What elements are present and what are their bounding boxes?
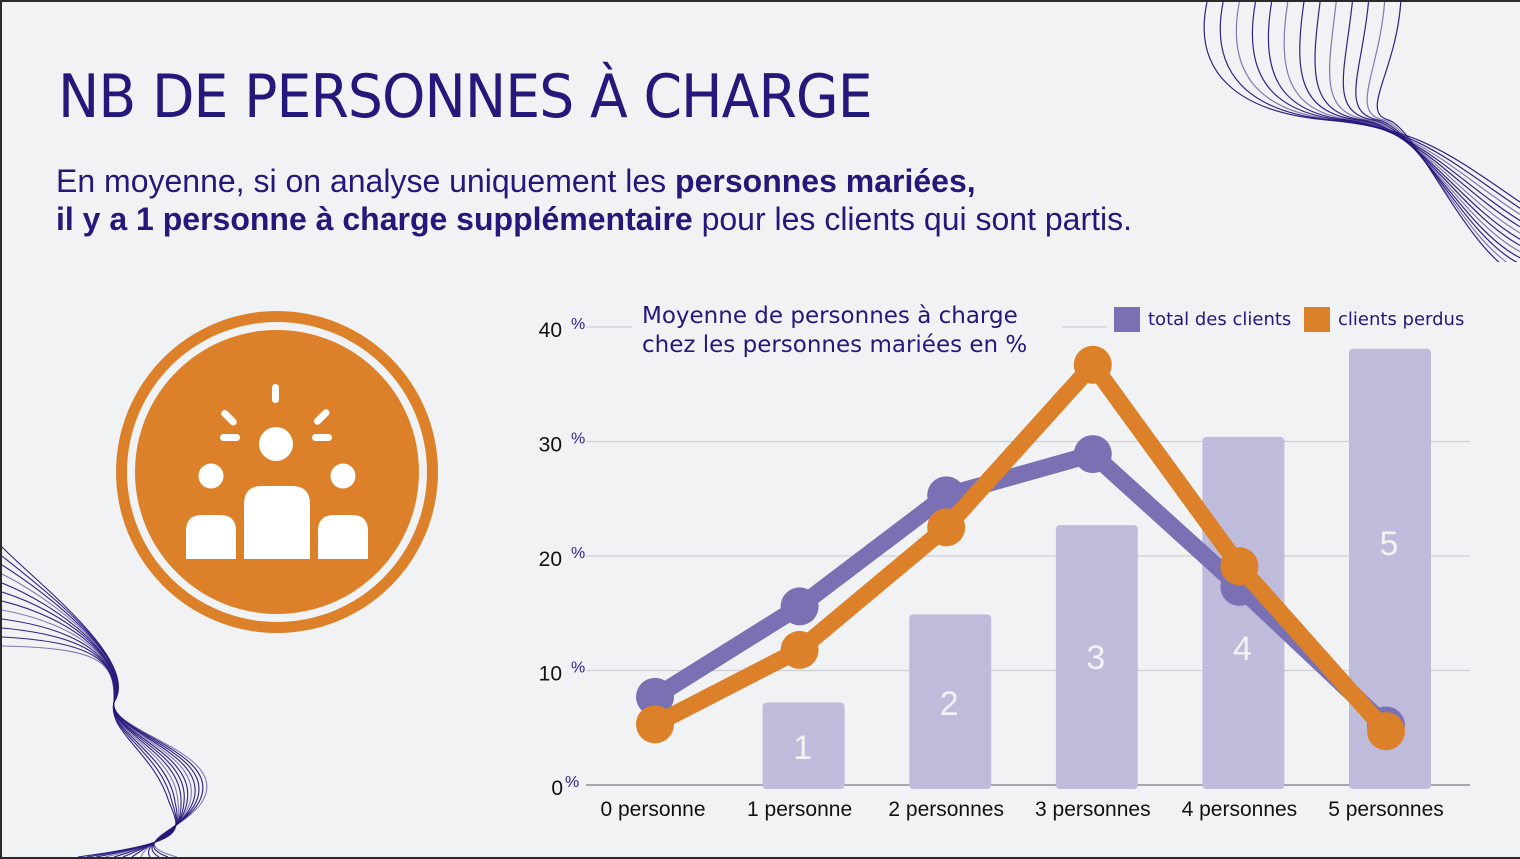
wave-line <box>1342 2 1520 259</box>
subtitle-line-2-regular: pour les clients qui sont partis. <box>692 201 1133 237</box>
background-bar <box>762 702 845 789</box>
decorative-waves-bottom-left <box>2 546 208 857</box>
x-tick-label: 1 personne <box>747 798 852 821</box>
y-tick-unit: % <box>571 316 585 333</box>
x-tick-label: 2 personnes <box>888 798 1004 821</box>
legend-label-total-clients: total des clients <box>1148 309 1291 330</box>
x-tick-label: 0 personne <box>600 798 705 821</box>
page-title: NB DE PERSONNES À CHARGE <box>58 62 873 132</box>
subtitle-line-2: il y a 1 personne à charge supplémentair… <box>56 200 1132 238</box>
legend-swatch-total-clients <box>1114 307 1140 332</box>
x-tick-label: 3 personnes <box>1035 798 1151 821</box>
legend: total des clients clients perdus <box>1107 302 1473 332</box>
data-point-lost-clients <box>927 508 966 547</box>
y-tick-label: 40 <box>539 319 562 342</box>
data-point-lost-clients <box>780 630 819 669</box>
data-point-lost-clients <box>1073 345 1112 384</box>
legend-label-lost-clients: clients perdus <box>1338 309 1464 330</box>
y-tick-unit: % <box>571 660 585 677</box>
wave-line <box>1251 2 1520 222</box>
background-bar <box>909 614 992 789</box>
data-point-lost-clients <box>636 705 674 744</box>
bar-label: 5 <box>1380 525 1399 563</box>
background-bar <box>1349 348 1431 789</box>
people-glyph <box>186 384 368 559</box>
data-point-lost-clients <box>1220 547 1259 586</box>
wave-line <box>1355 2 1518 262</box>
bar-label: 1 <box>793 729 812 767</box>
wave-line <box>1235 2 1520 215</box>
legend-background <box>1107 302 1473 332</box>
wave-line <box>1299 2 1520 240</box>
chart-title-line-1: Moyenne de personnes à charge <box>642 303 1018 329</box>
chart-title-line-2: chez les personnes mariées en % <box>642 332 1027 358</box>
y-tick-unit: % <box>571 431 585 448</box>
data-point-total-clients <box>636 677 674 716</box>
bar-label: 3 <box>1086 639 1105 677</box>
wave-line <box>2 645 208 857</box>
wave-line <box>1267 2 1520 228</box>
wave-line <box>1376 2 1500 262</box>
family-group-icon <box>116 311 438 633</box>
data-point-total-clients <box>780 587 819 626</box>
y-tick-label: 20 <box>539 548 562 571</box>
y-tick-unit: % <box>565 774 579 791</box>
chart-title-background <box>632 302 1062 362</box>
x-tick-label: 4 personnes <box>1182 798 1298 821</box>
x-tick-label: 5 personnes <box>1328 798 1444 821</box>
background-bar <box>1055 525 1138 789</box>
data-point-total-clients <box>1073 435 1112 474</box>
wave-line <box>1366 2 1508 262</box>
subtitle-line-1-regular: En moyenne, si on analyse uniquement les <box>56 163 676 199</box>
background-bar <box>1202 436 1285 789</box>
bar-label: 2 <box>940 685 959 723</box>
wave-line <box>1329 2 1520 253</box>
legend-swatch-lost-clients <box>1304 307 1330 332</box>
bar-label: 4 <box>1233 630 1252 668</box>
y-tick-label: 0 <box>551 777 563 800</box>
y-tick-label: 10 <box>539 663 562 686</box>
subtitle-line-2-bold: il y a 1 personne à charge supplémentair… <box>56 201 693 237</box>
decorative-waves-top-right <box>1203 2 1520 262</box>
wave-line <box>1283 2 1520 234</box>
subtitle-line-1-bold: personnes mariées, <box>675 163 976 199</box>
y-tick-label: 30 <box>539 434 562 457</box>
wave-line <box>1314 2 1520 246</box>
series-line-lost-clients <box>646 356 1395 740</box>
subtitle-line-1: En moyenne, si on analyse uniquement les… <box>56 162 1132 200</box>
y-tick-unit: % <box>571 545 585 562</box>
series-line-total-clients <box>646 445 1395 734</box>
data-point-lost-clients <box>1367 712 1405 751</box>
subtitle: En moyenne, si on analyse uniquement les… <box>56 162 1132 238</box>
